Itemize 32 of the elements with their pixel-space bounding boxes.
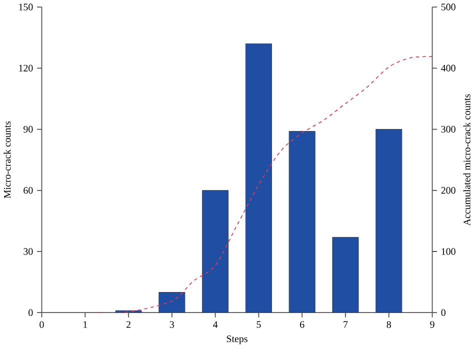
y-axis-title: Micro-crack counts	[4, 122, 11, 198]
x-tick-label: 0	[40, 321, 44, 328]
y-tick-label: 0	[28, 309, 33, 316]
y2-tick-label: 0	[441, 309, 446, 316]
y-tick-label: 120	[19, 64, 33, 72]
y2-tick-label: 500	[441, 4, 456, 10]
bar	[158, 292, 186, 313]
bar	[288, 131, 316, 313]
y2-tick-label: 300	[441, 126, 456, 133]
x-axis-title: Steps	[226, 336, 248, 344]
x-tick-label: 1	[84, 321, 88, 328]
x-tick-label: 3	[170, 321, 174, 328]
y-tick-label: 30	[24, 248, 33, 255]
bar	[202, 190, 229, 313]
y-tick-label: 150	[19, 4, 33, 10]
x-tick-label: 4	[213, 321, 218, 328]
y2-tick-label: 200	[441, 187, 456, 194]
y-tick-label: 60	[24, 187, 33, 194]
line-series	[98, 56, 432, 313]
x-tick-label: 8	[386, 321, 391, 328]
y2-tick-label: 100	[442, 248, 456, 255]
x-tick-label: 2	[126, 321, 130, 328]
bar	[332, 237, 359, 313]
y2-axis-title: Accumulated micro-crack counts	[463, 94, 470, 226]
bar	[376, 129, 402, 313]
x-tick-label: 5	[256, 321, 261, 328]
x-tick-label: 6	[300, 321, 304, 328]
x-tick-label: 9	[430, 321, 434, 328]
x-tick-label: 7	[344, 321, 348, 328]
bar	[245, 44, 272, 313]
y2-tick-label: 400	[441, 64, 456, 72]
y-tick-label: 90	[24, 126, 33, 133]
